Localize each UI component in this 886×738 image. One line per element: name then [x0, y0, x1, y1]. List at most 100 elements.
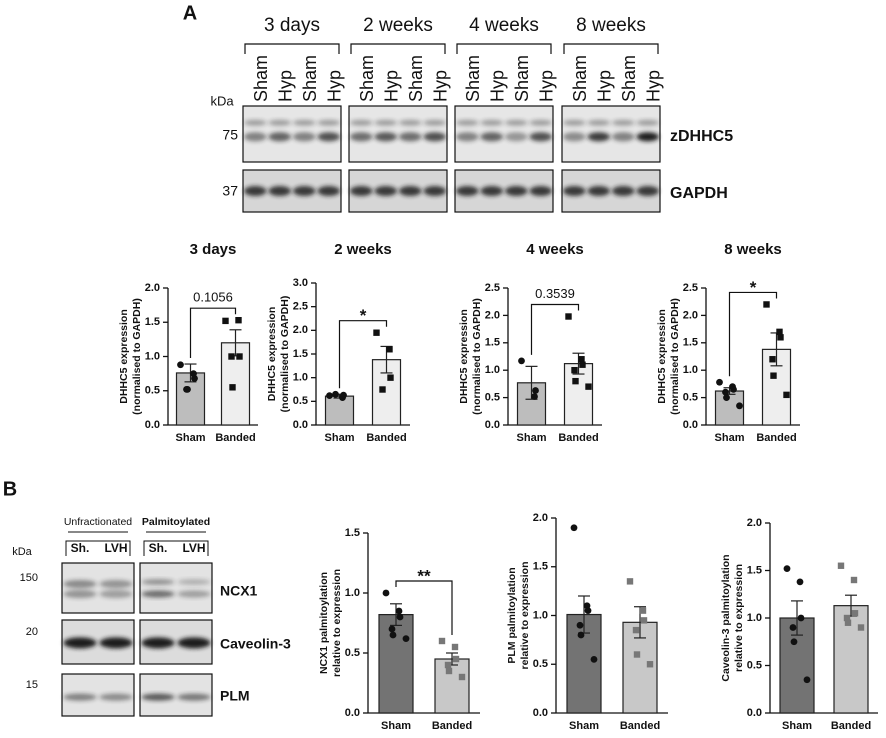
blot-band [374, 119, 398, 126]
chart-title: 4 weeks [526, 241, 584, 258]
data-point [340, 391, 347, 399]
panel-letter: B [3, 478, 17, 500]
blot-frame [61, 562, 135, 614]
data-point [626, 578, 634, 585]
data-point [769, 356, 776, 363]
data-point [396, 613, 404, 621]
data-point [639, 607, 647, 614]
lane-label: Sham [463, 55, 483, 102]
y-tick-label: 2.0 [293, 324, 308, 336]
lane-label: LVH [182, 541, 205, 555]
blot-band [349, 186, 373, 196]
data-point [857, 624, 865, 631]
data-point [585, 383, 592, 390]
y-axis-label: (normalised to GAPDH) [279, 296, 291, 413]
blot-band [99, 637, 133, 649]
data-point [222, 317, 229, 325]
y-axis-label: DHHC5 expression [458, 309, 470, 404]
y-tick-label: 1.5 [145, 316, 160, 328]
lane-label: Sh. [149, 541, 168, 555]
group-label: 2 weeks [363, 15, 433, 36]
data-point [850, 576, 858, 584]
lane-label: Hyp [537, 70, 557, 102]
bar [378, 613, 414, 714]
data-point [518, 357, 525, 365]
data-point [796, 578, 804, 586]
data-point [843, 614, 851, 622]
blot-band [177, 590, 211, 598]
data-point [633, 651, 641, 658]
blot-band [349, 119, 373, 126]
data-point [387, 374, 394, 381]
lane-label: Hyp [488, 70, 508, 102]
significance-bracket [338, 320, 388, 389]
data-point [451, 643, 459, 651]
data-point [770, 372, 777, 379]
significance-bracket [395, 580, 453, 635]
blot-band [398, 119, 422, 126]
data-point [790, 638, 798, 646]
x-tick-label: Sham [325, 432, 355, 444]
data-point [382, 589, 390, 597]
x-tick-label: Sham [176, 432, 206, 444]
significance-bracket [530, 303, 580, 355]
blot-band [374, 132, 398, 142]
y-axis-label: relative to expression [733, 564, 745, 672]
y-tick-label: 0.0 [747, 707, 762, 719]
blot-band [636, 186, 660, 196]
data-point [736, 402, 743, 410]
blot-band [141, 579, 175, 585]
data-point [531, 393, 538, 400]
y-axis-label: relative to expression [519, 562, 531, 670]
protein-label: NCX1 [220, 583, 258, 599]
blot-frame [139, 562, 213, 614]
y-tick-label: 2.5 [293, 301, 308, 313]
y-tick-label: 0.5 [145, 385, 160, 397]
x-tick-label: Banded [366, 432, 406, 444]
data-point [565, 313, 572, 320]
y-tick-label: 1.0 [747, 612, 762, 624]
blot-band [292, 186, 316, 196]
blot-band [455, 132, 479, 142]
protein-label: zDHHC5 [670, 128, 733, 145]
bar [324, 395, 355, 426]
blot-band [349, 132, 373, 142]
blot-band [63, 693, 97, 701]
group-label: 8 weeks [576, 15, 646, 36]
y-tick-label: 0.5 [683, 392, 698, 404]
group-bracket [350, 43, 446, 54]
data-point [228, 353, 235, 360]
data-point [844, 619, 852, 626]
x-tick-label: Banded [558, 432, 598, 444]
data-point [572, 377, 579, 385]
blot-band [504, 186, 528, 196]
blot-band [611, 186, 635, 196]
protein-label: PLM [220, 688, 250, 704]
data-point [229, 384, 236, 391]
data-point [395, 607, 403, 615]
data-point [730, 385, 737, 393]
data-point [783, 391, 790, 399]
y-tick-label: 0.0 [293, 419, 308, 431]
significance-bracket [728, 291, 778, 377]
y-tick-label: 0.5 [533, 658, 548, 670]
bar [434, 658, 470, 714]
lane-label: Sham [570, 55, 590, 102]
blot-band [63, 580, 97, 588]
blot-band [504, 119, 528, 126]
data-point [579, 361, 586, 368]
blot-band [504, 132, 528, 142]
lane-label: Sham [300, 55, 320, 102]
y-axis-label: (normalised to GAPDH) [669, 298, 681, 415]
chart-title: 3 days [190, 241, 237, 258]
y-tick-label: 1.5 [747, 564, 762, 576]
data-point [445, 667, 453, 675]
marker-label: 15 [26, 679, 38, 691]
data-point [576, 621, 584, 629]
data-point [722, 388, 729, 396]
blot-band [398, 186, 422, 196]
data-point [389, 631, 397, 639]
blot-band [529, 119, 553, 126]
blot-band [141, 693, 175, 701]
